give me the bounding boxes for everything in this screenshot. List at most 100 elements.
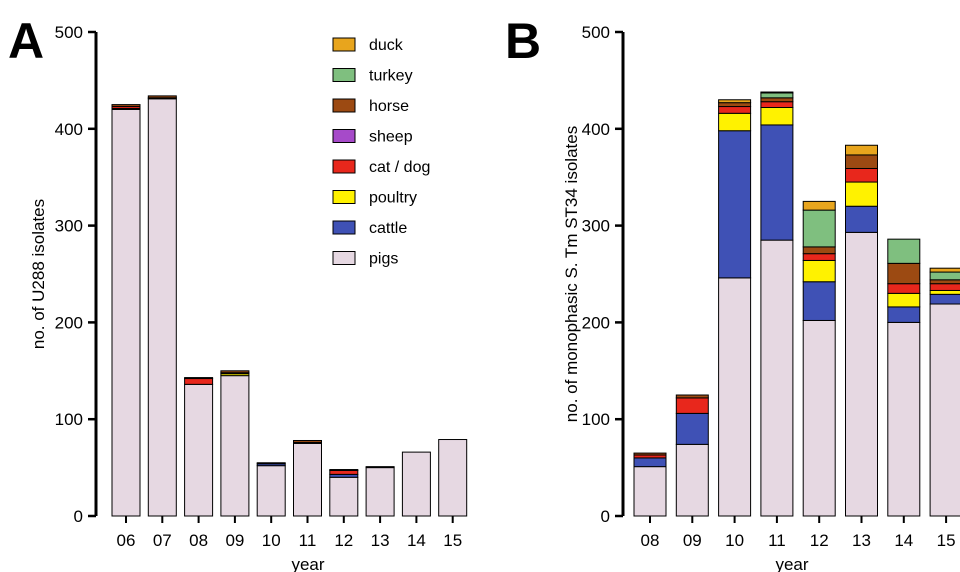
panel-a-y-axis-ticks: 0 100 200 300 400 500 xyxy=(55,23,96,526)
legend-swatch-horse xyxy=(332,98,356,113)
panel-b-bar-08-horse xyxy=(633,452,667,456)
panel-b-bar-10-cattle xyxy=(718,130,752,279)
panel-b-bar-15-horse xyxy=(929,279,960,285)
panel-b-x-tick-label-09: 09 xyxy=(683,531,702,550)
panel-b-label: B xyxy=(505,13,541,69)
panel-b-bar-14-cattle xyxy=(887,306,921,323)
panel-a-bars xyxy=(111,95,468,517)
panel-a-x-axis-ticks: 06 07 08 09 10 11 12 13 14 15 xyxy=(117,516,462,550)
panel-b-bar-12-pigs xyxy=(802,319,836,517)
panel-a-x-tick-label-09: 09 xyxy=(225,531,244,550)
panel-b-x-tick-label-08: 08 xyxy=(641,531,660,550)
panel-a-bar-07-pigs xyxy=(147,98,177,517)
panel-a-bar-07-horse xyxy=(147,95,177,99)
panel-a-bar-14-pigs xyxy=(401,451,431,517)
panel-b-bar-11-horse xyxy=(760,97,794,103)
panel-b-bar-08-pigs xyxy=(633,466,667,517)
panel-a-x-tick-label-12: 12 xyxy=(334,531,353,550)
panel-b-bar-11-cat-dog xyxy=(760,101,794,109)
panel-a-x-tick-label-08: 08 xyxy=(189,531,208,550)
panel-b-bar-15-turkey xyxy=(929,271,960,281)
panel-b-bar-12-poultry xyxy=(802,259,836,283)
legend-swatch-sheep xyxy=(332,129,356,143)
panel-a-bar-11-horse xyxy=(293,439,322,443)
panel-b-bars xyxy=(633,91,960,517)
legend-swatch-duck xyxy=(332,37,356,52)
panel-b-bar-10-cat-dog xyxy=(718,106,752,114)
panel-b-x-tick-label-12: 12 xyxy=(810,531,829,550)
panel-a-x-tick-label-10: 10 xyxy=(262,531,281,550)
panel-b-y-axis-ticks: 0 100 200 300 400 500 xyxy=(582,23,623,526)
panel-a-x-tick-label-11: 11 xyxy=(299,531,317,550)
panel-b-bar-09-cat-dog xyxy=(675,397,709,414)
panel-b-y-axis-title: no. of monophasic S. Tm ST34 isolates xyxy=(562,126,581,422)
panel-b-bar-15-cat-dog xyxy=(929,283,960,291)
panel-b-bar-12-horse xyxy=(802,246,836,255)
panel-a-bar-08-cat-dog xyxy=(184,378,214,385)
panel-b-x-tick-label-10: 10 xyxy=(725,531,744,550)
panel-a-y-tick-label-400: 400 xyxy=(55,120,83,139)
panel-a-bar-12-pigs xyxy=(329,476,359,517)
panel-b-bar-13-horse xyxy=(845,154,878,169)
panel-b-bar-13-duck xyxy=(845,144,878,156)
panel-a-bar-15-pigs xyxy=(438,439,468,517)
legend-label-horse: horse xyxy=(369,98,409,115)
legend-label-poultry: poultry xyxy=(369,190,417,207)
legend-swatch-cattle xyxy=(332,220,356,235)
panel-a-label: A xyxy=(8,13,44,69)
panel-b-chart: 0 100 200 300 400 500 08 09 10 11 12 13 14 15 year n… xyxy=(562,23,960,572)
panel-b-bar-15-cattle xyxy=(929,293,960,305)
panel-b-bar-14-horse xyxy=(887,262,921,285)
panel-b-bar-10-horse xyxy=(718,102,752,108)
panel-b-bar-08-cattle xyxy=(633,457,667,468)
panel-b-bar-10-duck xyxy=(718,99,752,104)
panel-a-bar-11-pigs xyxy=(293,442,322,517)
panel-b-bar-15-poultry xyxy=(929,289,960,295)
panel-b-bar-09-cattle xyxy=(675,412,709,445)
panel-b-bar-14-turkey xyxy=(887,238,921,264)
panel-a-x-tick-label-14: 14 xyxy=(407,531,426,550)
panel-b-bar-15-pigs xyxy=(929,303,960,517)
panel-a-x-tick-label-06: 06 xyxy=(117,531,136,550)
panel-b-bar-12-cat-dog xyxy=(802,253,836,261)
legend-label-duck: duck xyxy=(369,37,404,54)
panel-b-bar-09-horse xyxy=(675,394,709,399)
panel-b-x-tick-label-14: 14 xyxy=(894,531,913,550)
legend-swatch-cat-dog xyxy=(332,159,356,174)
panel-a-bar-10-pigs xyxy=(256,465,286,517)
panel-b-y-tick-label-500: 500 xyxy=(582,23,610,42)
panel-a-bar-08-horse xyxy=(184,377,214,380)
legend-label-sheep: sheep xyxy=(369,129,413,146)
panel-a-x-tick-label-13: 13 xyxy=(371,531,390,550)
panel-a-bar-06-pigs xyxy=(111,108,141,517)
panel-a-bar-13-pigs xyxy=(365,467,395,517)
panel-a-bar-06-horse xyxy=(111,104,141,108)
panel-a-bar-10-horse xyxy=(256,462,286,465)
panel-a-y-tick-label-300: 300 xyxy=(55,217,83,236)
panel-a-y-tick-label-500: 500 xyxy=(55,23,83,42)
panel-b-x-axis-ticks: 08 09 10 11 12 13 14 15 xyxy=(641,516,956,550)
panel-a-x-tick-label-07: 07 xyxy=(153,531,172,550)
legend-label-cattle: cattle xyxy=(369,220,407,237)
panel-b-y-tick-label-0: 0 xyxy=(601,507,610,526)
panel-a-y-tick-label-200: 200 xyxy=(55,313,83,332)
panel-b-bar-09-pigs xyxy=(675,443,709,517)
panel-b-x-axis-title: year xyxy=(775,555,808,572)
legend-label-pigs: pigs xyxy=(369,251,398,268)
panel-b-bar-14-cat-dog xyxy=(887,283,921,294)
panel-b-bar-13-cattle xyxy=(845,205,878,233)
panel-a-bar-08-pigs xyxy=(184,383,214,517)
legend-swatch-turkey xyxy=(332,68,356,82)
panel-b-x-tick-label-15: 15 xyxy=(937,531,956,550)
legend-label-cat-dog: cat / dog xyxy=(369,159,430,176)
panel-b-bar-11-turkey xyxy=(760,92,794,99)
legend-swatch-pigs xyxy=(332,251,356,265)
panel-b-bar-11-pigs xyxy=(760,239,794,517)
panel-b-x-tick-label-11: 11 xyxy=(768,531,786,550)
panel-a-y-axis-title: no. of U288 isolates xyxy=(29,199,48,349)
panel-a-x-tick-label-15: 15 xyxy=(443,531,462,550)
panel-a-bar-12-horse xyxy=(329,469,359,472)
panel-b-x-tick-label-13: 13 xyxy=(852,531,871,550)
panel-b-bar-10-poultry xyxy=(718,112,752,132)
